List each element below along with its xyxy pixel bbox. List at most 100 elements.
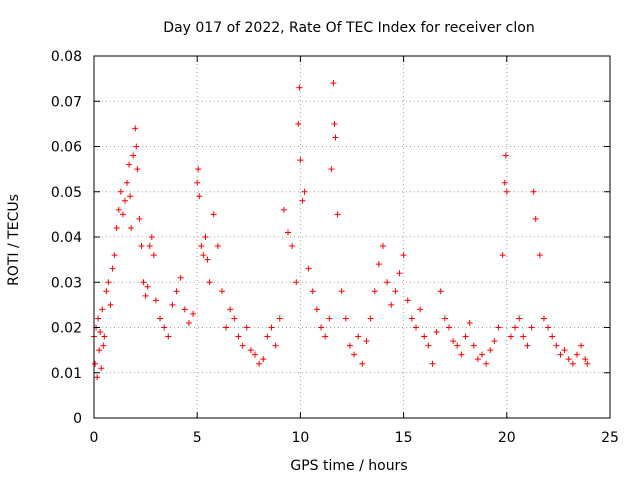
data-point	[363, 338, 370, 345]
data-point	[272, 342, 279, 349]
data-point	[479, 351, 486, 358]
data-point	[326, 315, 333, 322]
plot-frame	[93, 55, 611, 419]
data-point	[561, 347, 568, 354]
data-point	[100, 342, 107, 349]
data-point	[425, 342, 432, 349]
data-point	[578, 342, 585, 349]
data-point	[557, 351, 564, 358]
data-point	[412, 324, 419, 331]
data-point	[359, 360, 366, 367]
data-point	[260, 356, 267, 363]
data-point	[396, 270, 403, 277]
data-point	[512, 324, 519, 331]
data-point	[204, 256, 211, 263]
y-tick-label: 0.07	[51, 94, 82, 110]
data-point	[97, 329, 104, 336]
data-point	[346, 342, 353, 349]
data-point	[305, 265, 312, 272]
data-point	[194, 179, 201, 186]
data-point	[569, 360, 576, 367]
y-tick-label: 0	[73, 411, 82, 427]
x-tick-label: 0	[90, 430, 99, 446]
data-point	[198, 243, 205, 250]
data-point	[384, 279, 391, 286]
data-point	[417, 306, 424, 313]
data-point	[285, 229, 292, 236]
data-point	[334, 211, 341, 218]
data-point	[545, 324, 552, 331]
data-point	[92, 360, 99, 367]
data-point	[474, 356, 481, 363]
data-point	[530, 188, 537, 195]
data-point	[146, 243, 153, 250]
data-point	[524, 342, 531, 349]
data-point	[142, 292, 149, 299]
data-point	[458, 351, 465, 358]
data-point	[124, 179, 131, 186]
data-point	[470, 342, 477, 349]
data-point	[206, 279, 213, 286]
data-point	[466, 319, 473, 326]
data-point	[502, 152, 509, 159]
data-point	[126, 161, 133, 168]
data-point	[318, 324, 325, 331]
data-point	[200, 252, 207, 259]
data-point	[96, 347, 103, 354]
x-tick-label: 10	[291, 430, 309, 446]
data-point	[113, 224, 120, 231]
data-point	[328, 166, 335, 173]
data-point	[299, 197, 306, 204]
data-point	[454, 342, 461, 349]
data-point	[549, 333, 556, 340]
data-point	[148, 234, 155, 240]
data-point	[429, 360, 436, 367]
data-point	[94, 374, 101, 381]
data-point	[115, 206, 122, 213]
data-point	[388, 301, 395, 308]
data-point	[331, 120, 338, 127]
data-point	[528, 324, 535, 331]
data-point	[196, 193, 203, 200]
data-point	[173, 288, 180, 295]
data-point	[441, 315, 448, 322]
data-point	[256, 360, 263, 367]
data-point	[103, 288, 110, 295]
data-point	[483, 360, 490, 367]
data-point	[375, 261, 382, 268]
data-point	[446, 324, 453, 331]
data-point	[491, 338, 498, 345]
data-point	[121, 197, 128, 204]
data-point	[332, 134, 339, 141]
data-point	[355, 333, 362, 340]
data-point	[119, 211, 126, 218]
data-point	[202, 234, 209, 240]
data-point	[400, 252, 407, 259]
y-tick-label: 0.01	[51, 366, 82, 382]
data-point	[101, 333, 108, 340]
data-point	[195, 166, 202, 173]
data-point	[437, 288, 444, 295]
data-point	[433, 329, 440, 336]
data-point	[111, 252, 118, 259]
data-point	[239, 342, 246, 349]
data-point	[404, 297, 411, 304]
data-point	[379, 243, 386, 250]
data-point	[392, 288, 399, 295]
data-point	[462, 333, 469, 340]
data-point	[218, 288, 225, 295]
data-point	[351, 351, 358, 358]
x-tick-label: 20	[498, 430, 516, 446]
data-point	[495, 324, 502, 331]
data-point	[98, 365, 105, 372]
x-tick-label: 25	[601, 430, 619, 446]
x-tick-labels: 0 5 10 15 20 25	[90, 430, 619, 446]
data-point	[169, 301, 176, 308]
data-point	[507, 333, 514, 340]
data-point	[127, 193, 134, 200]
data-point	[247, 347, 254, 354]
data-point	[499, 252, 506, 259]
data-point	[540, 315, 547, 322]
data-point	[503, 188, 510, 195]
axis-ticks	[93, 55, 611, 419]
